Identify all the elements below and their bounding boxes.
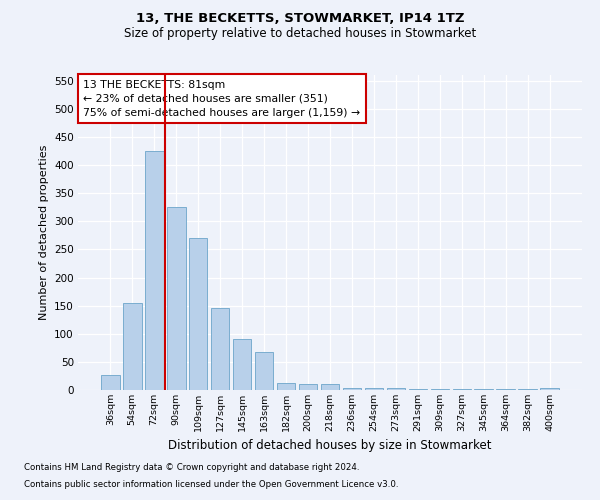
Bar <box>123 303 142 390</box>
Bar <box>386 388 405 390</box>
Bar <box>343 388 361 390</box>
Bar <box>409 389 427 390</box>
Text: 13 THE BECKETTS: 81sqm
← 23% of detached houses are smaller (351)
75% of semi-de: 13 THE BECKETTS: 81sqm ← 23% of detached… <box>83 80 360 118</box>
Bar <box>145 151 164 390</box>
Text: Contains HM Land Registry data © Crown copyright and database right 2024.: Contains HM Land Registry data © Crown c… <box>24 464 359 472</box>
X-axis label: Distribution of detached houses by size in Stowmarket: Distribution of detached houses by size … <box>168 440 492 452</box>
Bar <box>167 207 185 390</box>
Bar <box>299 384 317 390</box>
Text: Contains public sector information licensed under the Open Government Licence v3: Contains public sector information licen… <box>24 480 398 489</box>
Text: Size of property relative to detached houses in Stowmarket: Size of property relative to detached ho… <box>124 28 476 40</box>
Bar <box>101 375 119 390</box>
Bar <box>365 388 383 390</box>
Bar <box>211 308 229 390</box>
Bar <box>541 388 559 390</box>
Text: 13, THE BECKETTS, STOWMARKET, IP14 1TZ: 13, THE BECKETTS, STOWMARKET, IP14 1TZ <box>136 12 464 26</box>
Bar <box>189 238 208 390</box>
Bar <box>320 384 340 390</box>
Bar <box>277 383 295 390</box>
Bar <box>233 340 251 390</box>
Bar <box>255 352 274 390</box>
Y-axis label: Number of detached properties: Number of detached properties <box>38 145 49 320</box>
